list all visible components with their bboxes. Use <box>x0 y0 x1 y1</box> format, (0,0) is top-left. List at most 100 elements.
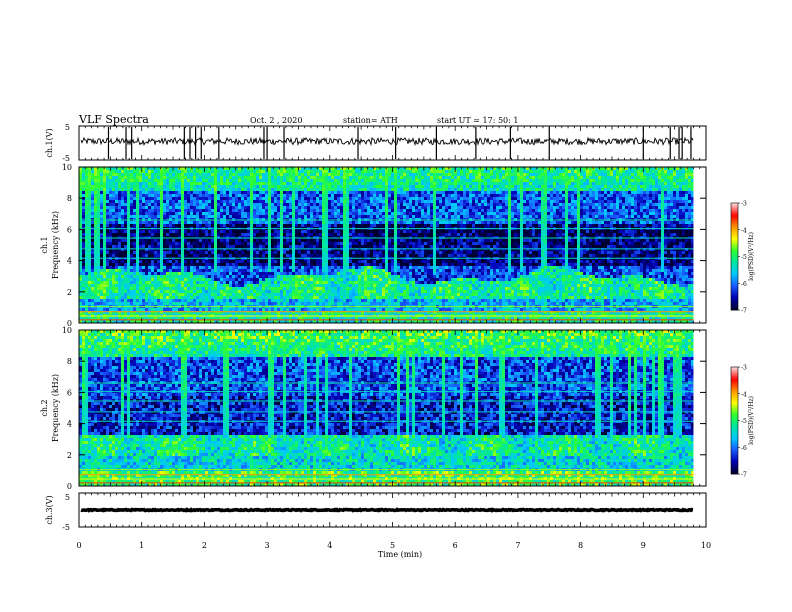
spectrogram-cell <box>637 230 641 234</box>
spectrogram-cell <box>250 233 254 237</box>
spectrogram-cell <box>334 206 338 210</box>
spectrogram-cell <box>403 191 407 195</box>
spectrogram-cell <box>559 173 563 177</box>
spectrogram-cell <box>265 209 269 213</box>
spectrogram-cell <box>457 173 461 177</box>
spectrogram-cell <box>412 197 416 201</box>
spectrogram-cell <box>586 191 590 195</box>
spectrogram-cell <box>523 203 527 207</box>
spectrogram-cell <box>187 188 191 192</box>
spectrogram-cell <box>184 191 188 195</box>
spectrogram-cell <box>367 212 371 216</box>
spectrogram-cell <box>421 206 425 210</box>
spectrogram-cell <box>373 203 377 207</box>
spectrogram-cell <box>592 167 596 171</box>
spectrogram-cell <box>475 191 479 195</box>
spectrogram-cell <box>241 230 245 234</box>
spectrogram-cell <box>118 173 122 177</box>
spectrogram-cell <box>556 170 560 174</box>
spectrogram-cell <box>667 173 671 177</box>
spectrogram-cell <box>217 170 221 174</box>
spectrogram-cell <box>658 173 662 177</box>
spectrogram-cell <box>403 221 407 225</box>
spectrogram-cell <box>133 182 137 186</box>
spectrogram-cell <box>88 188 92 192</box>
spectrogram-cell <box>682 212 686 216</box>
spectrogram-cell <box>214 224 218 228</box>
spectrogram-cell <box>454 206 458 210</box>
spectrogram-cell <box>166 221 170 225</box>
spectrogram-cell <box>643 200 647 204</box>
spectrogram-cell <box>463 230 467 234</box>
spectrogram-cell <box>85 224 89 228</box>
spectrogram-cell <box>220 215 224 219</box>
spectrogram-cell <box>472 179 476 183</box>
spectrogram-cell <box>358 191 362 195</box>
spectrogram-cell <box>163 179 167 183</box>
spectrogram-cell <box>238 203 242 207</box>
spectrogram-cell <box>199 230 203 234</box>
spectrogram-cell <box>637 215 641 219</box>
ch1-voltage-trace <box>80 136 694 147</box>
spectrogram-cell <box>610 185 614 189</box>
spectrogram-cell <box>601 206 605 210</box>
spectrogram-cell <box>235 224 239 228</box>
spectrogram-cell <box>547 221 551 225</box>
spectrogram-cell <box>121 215 125 219</box>
spectrogram-cell <box>364 173 368 177</box>
spectrogram-cell <box>565 200 569 204</box>
spectrogram-cell <box>628 230 632 234</box>
spectrogram-cell <box>460 191 464 195</box>
spectrogram-cell <box>565 185 569 189</box>
spectrogram-cell <box>526 197 530 201</box>
spectrogram-cell <box>403 209 407 213</box>
spectrogram-cell <box>517 197 521 201</box>
spectrogram-cell <box>616 221 620 225</box>
spectrogram-cell <box>166 188 170 192</box>
spectrogram-cell <box>580 215 584 219</box>
spectrogram-cell <box>208 203 212 207</box>
spectrogram-cell <box>307 173 311 177</box>
spectrogram-cell <box>283 167 287 171</box>
spectrogram-cell <box>190 221 194 225</box>
spectrogram-cell <box>265 188 269 192</box>
spectrogram-cell <box>538 209 542 213</box>
spectrogram-cell <box>385 170 389 174</box>
spectrogram-cell <box>691 179 694 183</box>
spectrogram-cell <box>349 203 353 207</box>
spectrogram-cell <box>562 233 566 237</box>
spectrogram-cell <box>466 194 470 198</box>
spectrogram-cell <box>463 179 467 183</box>
spectrogram-cell <box>244 179 248 183</box>
spectrogram-cell <box>499 215 503 219</box>
spectrogram-cell <box>676 233 680 237</box>
spectrogram-cell <box>574 170 578 174</box>
spectrogram-cell <box>613 230 617 234</box>
spectrogram-cell <box>196 224 200 228</box>
spectrogram-cell <box>187 194 191 198</box>
spectrogram-cell <box>649 176 653 180</box>
spectrogram-cell <box>367 215 371 219</box>
spectrogram-cell <box>358 212 362 216</box>
spectrogram-cell <box>127 188 131 192</box>
spectrogram-cell <box>253 215 257 219</box>
spectrogram-cell <box>274 170 278 174</box>
spectrogram-cell <box>460 185 464 189</box>
spectrogram-cell <box>286 173 290 177</box>
spectrogram-cell <box>217 206 221 210</box>
spectrogram-cell <box>436 182 440 186</box>
spectrogram-cell <box>598 209 602 213</box>
spectrogram-cell <box>658 221 662 225</box>
spectrogram-cell <box>415 212 419 216</box>
spectrogram-cell <box>637 170 641 174</box>
spectrogram-cell <box>613 209 617 213</box>
spectrogram-cell <box>334 203 338 207</box>
spectrogram-cell <box>154 194 158 198</box>
spectrogram-cell <box>187 233 191 237</box>
spectrogram-cell <box>112 233 116 237</box>
spectrogram-cell <box>517 182 521 186</box>
spectrogram-cell <box>532 173 536 177</box>
spectrogram-cell <box>547 194 551 198</box>
spectrogram-cell <box>481 233 485 237</box>
spectrogram-cell <box>640 185 644 189</box>
